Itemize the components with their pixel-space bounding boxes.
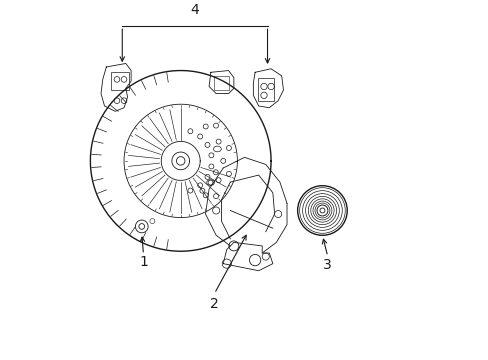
Text: 3: 3 bbox=[323, 258, 331, 273]
Bar bbox=[257, 78, 273, 101]
Circle shape bbox=[135, 220, 148, 233]
Text: 4: 4 bbox=[190, 3, 199, 17]
Circle shape bbox=[319, 208, 324, 213]
Circle shape bbox=[139, 224, 144, 229]
Circle shape bbox=[297, 186, 346, 235]
Text: 2: 2 bbox=[209, 297, 218, 311]
Circle shape bbox=[316, 205, 327, 216]
Text: 1: 1 bbox=[139, 255, 148, 269]
Bar bbox=[111, 72, 128, 90]
Circle shape bbox=[176, 157, 184, 165]
Bar bbox=[214, 76, 228, 90]
